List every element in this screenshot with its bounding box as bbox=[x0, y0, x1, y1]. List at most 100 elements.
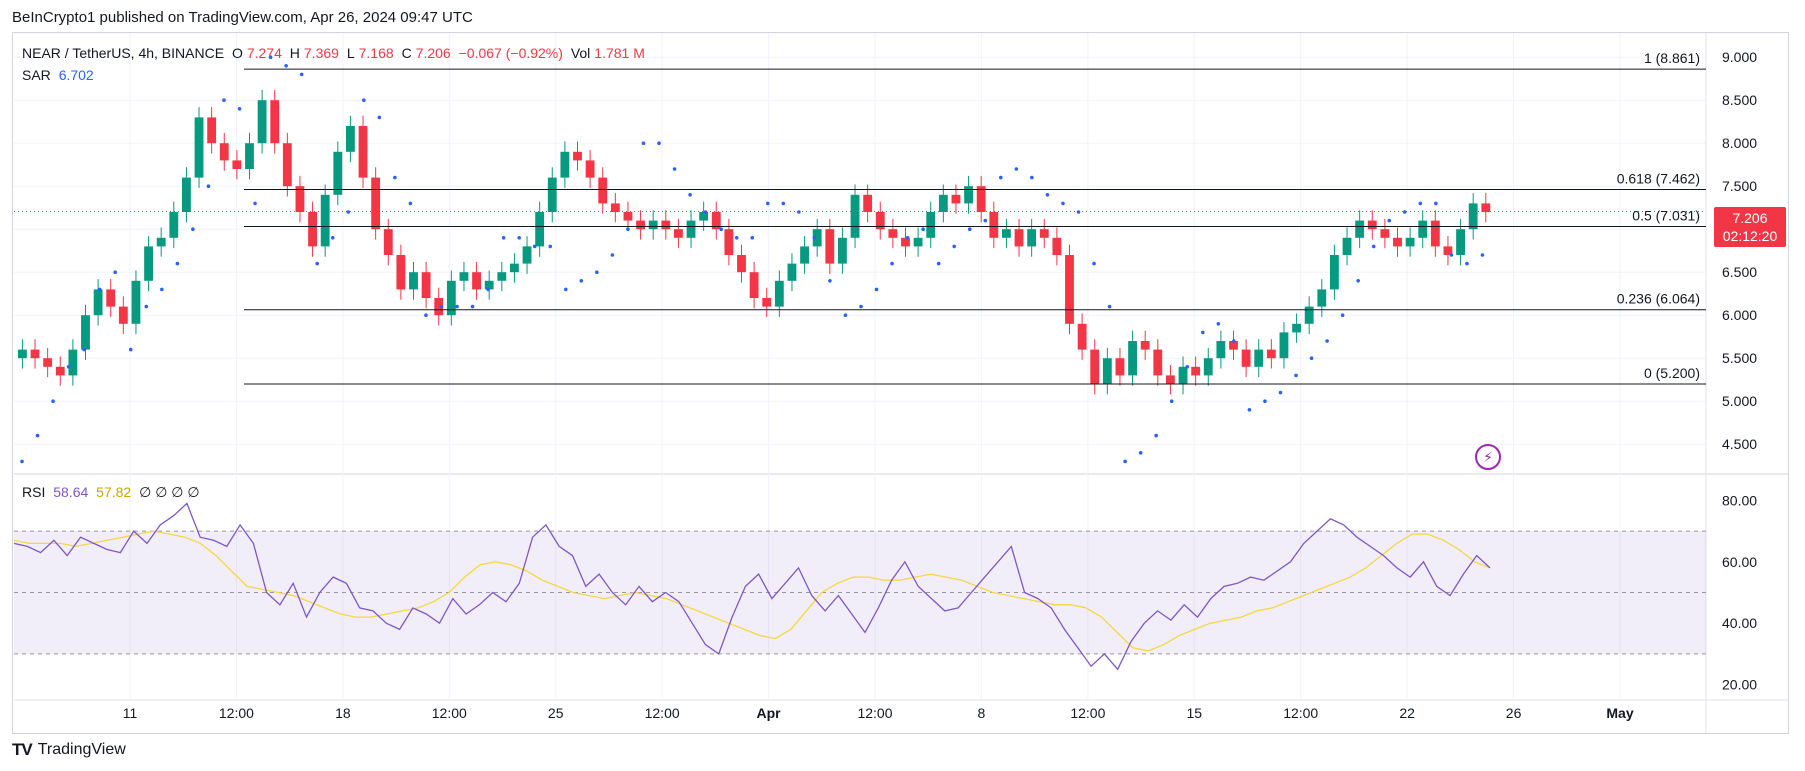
candle-body bbox=[711, 212, 721, 230]
candle-body bbox=[1166, 375, 1175, 384]
low-value: 7.168 bbox=[358, 45, 394, 61]
sar-dot bbox=[455, 304, 459, 309]
candle-body bbox=[762, 298, 772, 307]
price-tick-label: 9.000 bbox=[1722, 49, 1757, 65]
candle-body bbox=[1292, 323, 1301, 333]
sar-dot bbox=[563, 287, 568, 292]
last-price-badge: 7.206 02:12:20 bbox=[1714, 207, 1786, 247]
sar-dot bbox=[626, 227, 630, 231]
candle-body bbox=[194, 117, 204, 178]
candle-body bbox=[18, 349, 27, 359]
sar-dot bbox=[315, 261, 320, 266]
sar-dot bbox=[128, 347, 133, 352]
candle-body bbox=[1481, 203, 1491, 212]
candle-body bbox=[55, 366, 65, 376]
sar-dot bbox=[439, 304, 444, 309]
candle-body bbox=[926, 212, 936, 238]
candle-body bbox=[1456, 229, 1465, 255]
fib-label: 0.5 (7.031) bbox=[1632, 208, 1700, 224]
publish-line: BeInCrypto1 published on TradingView.com… bbox=[12, 9, 473, 26]
candle-body bbox=[472, 272, 481, 290]
candle-body bbox=[1014, 229, 1024, 247]
sar-dot bbox=[424, 313, 428, 318]
sar-dot bbox=[1123, 459, 1127, 464]
rsi-tick-label: 80.00 bbox=[1722, 492, 1757, 508]
candle-body bbox=[1317, 289, 1327, 307]
candle-body bbox=[1342, 237, 1352, 255]
candle-body bbox=[1405, 237, 1415, 247]
candle-body bbox=[421, 272, 431, 298]
candle-body bbox=[573, 151, 582, 161]
candle-body bbox=[207, 117, 217, 144]
sar-dot bbox=[66, 365, 71, 369]
candle-body bbox=[610, 203, 620, 212]
sar-dot bbox=[1045, 193, 1050, 197]
price-tick-label: 7.500 bbox=[1722, 178, 1757, 194]
candle-body bbox=[232, 160, 242, 169]
candle-body bbox=[875, 212, 885, 230]
candle-body bbox=[497, 272, 507, 281]
candle-body bbox=[446, 280, 456, 316]
sar-dot bbox=[237, 107, 242, 111]
candle-body bbox=[1203, 358, 1213, 376]
sar-dot bbox=[641, 141, 646, 145]
sar-dot bbox=[1480, 253, 1485, 257]
sar-legend[interactable]: SAR 6.702 bbox=[22, 67, 98, 83]
candle-body bbox=[1468, 203, 1478, 230]
time-tick-label: 12:00 bbox=[432, 705, 467, 721]
candle-body bbox=[308, 212, 317, 247]
sar-dot bbox=[1340, 313, 1345, 318]
sar-dot bbox=[1402, 210, 1407, 214]
brand-label: TradingView bbox=[37, 741, 126, 758]
sar-dot bbox=[936, 261, 941, 266]
sar-dot bbox=[144, 304, 149, 309]
time-tick-label: 12:00 bbox=[1283, 705, 1318, 721]
rsi-ma-line bbox=[13, 530, 1491, 652]
sar-value: 6.702 bbox=[58, 67, 94, 83]
candle-body bbox=[295, 186, 305, 212]
candle-body bbox=[1443, 246, 1453, 255]
sar-dot bbox=[1232, 339, 1236, 343]
sar-dot bbox=[284, 64, 288, 68]
candle-body bbox=[976, 186, 986, 212]
price-tick-label: 6.000 bbox=[1722, 307, 1757, 323]
axes: 9.0008.5008.0007.5007.0006.5006.0005.500… bbox=[123, 49, 1758, 721]
candle-body bbox=[358, 126, 368, 178]
time-tick-label: 22 bbox=[1399, 705, 1415, 721]
sar-dot bbox=[672, 167, 677, 171]
lightning-icon[interactable]: ⚡ bbox=[1475, 444, 1501, 470]
sar-dot bbox=[1061, 201, 1065, 206]
sar-dot bbox=[843, 313, 848, 318]
candle-body bbox=[106, 289, 116, 307]
sar-dot bbox=[859, 304, 863, 309]
symbol-legend[interactable]: NEAR / TetherUS, 4h, BINANCE O 7.274 H 7.3… bbox=[22, 45, 649, 61]
candle-body bbox=[522, 246, 532, 264]
sar-dot bbox=[532, 244, 537, 249]
candle-body bbox=[257, 100, 267, 144]
sar-dot bbox=[1185, 365, 1190, 369]
candle-body bbox=[901, 237, 910, 247]
sar-dot bbox=[688, 193, 692, 197]
candle-body bbox=[245, 143, 254, 169]
rsi-extra: ∅ ∅ ∅ ∅ bbox=[139, 484, 200, 500]
sar-dot bbox=[703, 210, 708, 214]
sar-dot bbox=[377, 115, 382, 120]
sar-dot bbox=[874, 287, 879, 292]
sar-dots bbox=[20, 55, 1485, 464]
candle-body bbox=[1330, 255, 1339, 290]
sar-dot bbox=[160, 287, 164, 292]
vol-label: Vol bbox=[570, 45, 591, 61]
sar-dot bbox=[97, 287, 102, 292]
rsi-legend[interactable]: RSI 58.64 57.82 ∅ ∅ ∅ ∅ bbox=[22, 484, 204, 501]
rsi-label: RSI bbox=[22, 484, 46, 500]
sar-dot bbox=[1294, 373, 1298, 378]
candle-body bbox=[81, 315, 90, 350]
time-tick-label: May bbox=[1606, 705, 1633, 721]
candle-body bbox=[1279, 332, 1289, 359]
candle-body bbox=[938, 194, 948, 212]
tradingview-logo[interactable]: TV TradingView bbox=[12, 740, 126, 760]
time-tick-label: 12:00 bbox=[645, 705, 680, 721]
candle-body bbox=[1178, 366, 1188, 384]
price-tick-label: 8.000 bbox=[1722, 135, 1757, 151]
